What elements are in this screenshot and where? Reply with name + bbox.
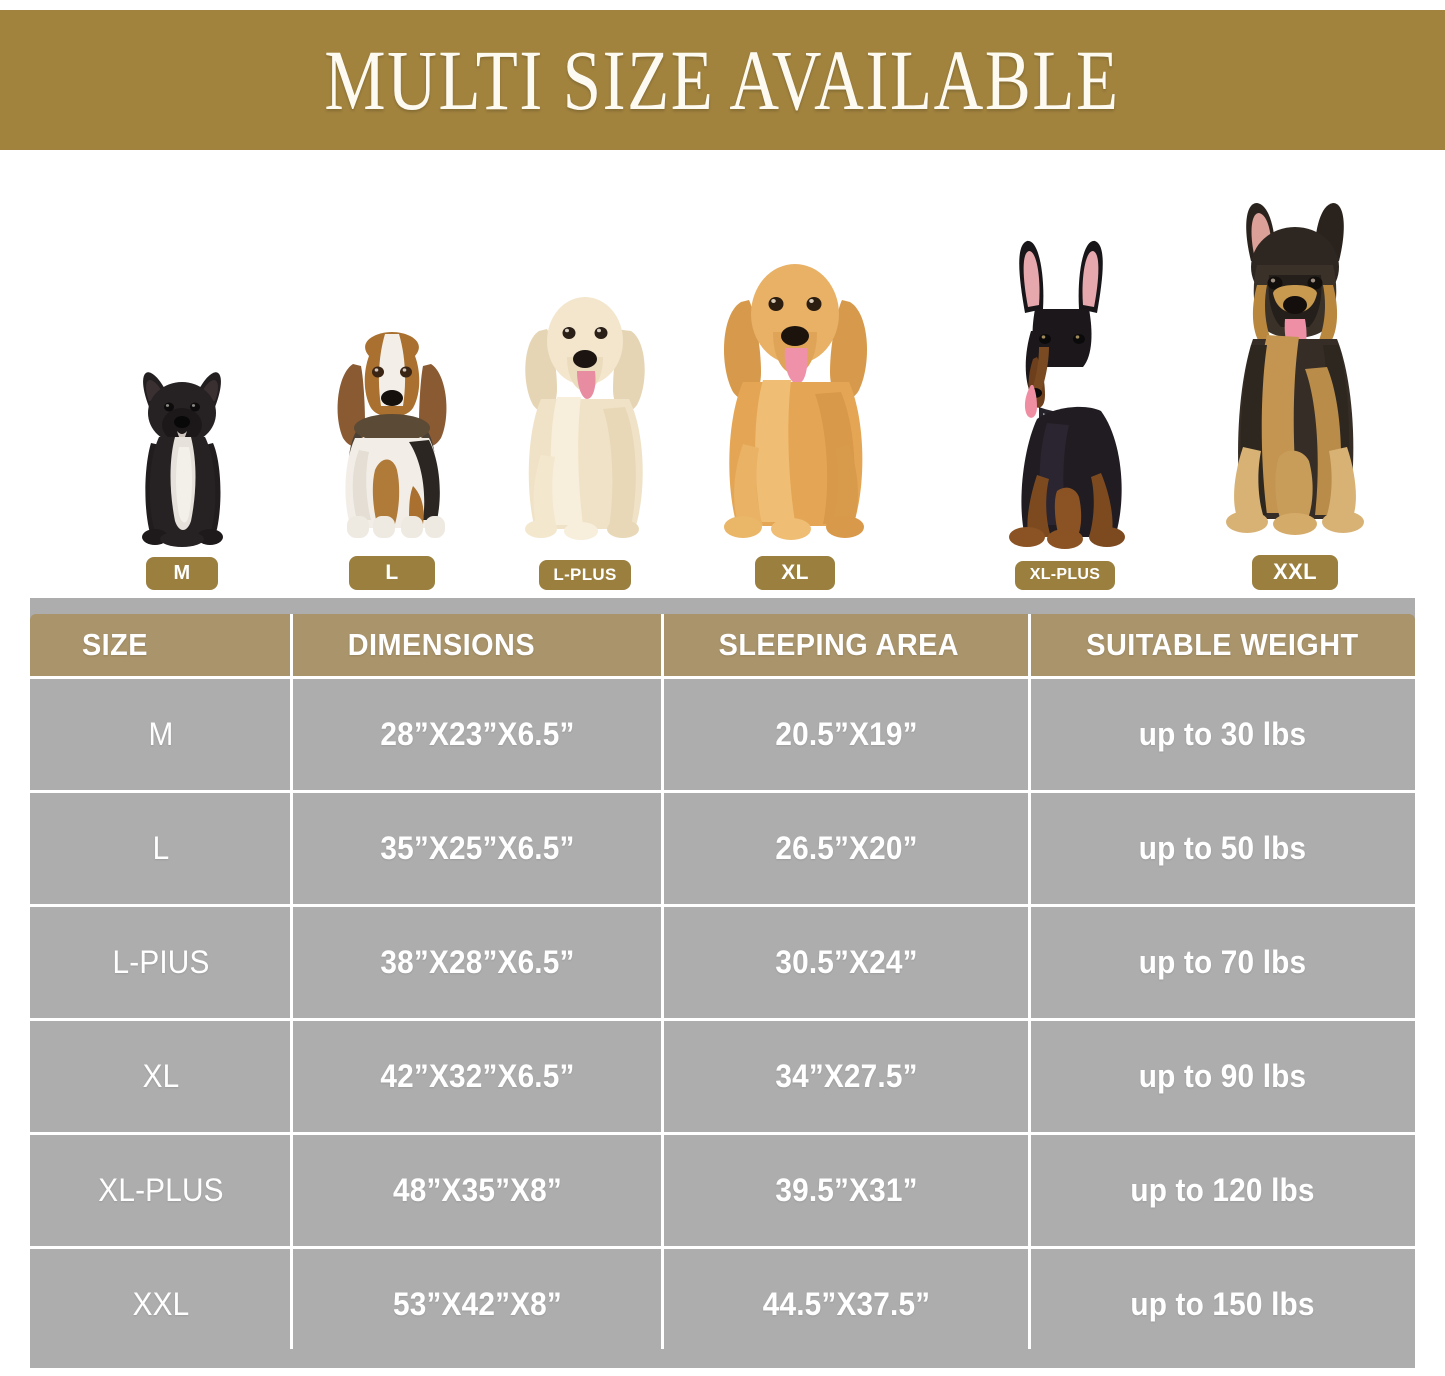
cell-divider-3 [1028,793,1031,904]
cell-divider-1 [290,793,293,904]
cell-divider-2 [661,1249,664,1349]
cell-size: XL [142,1058,180,1094]
cell-sleeping-area: 44.5”X37.5” [762,1286,931,1322]
header-divider-2 [661,614,664,676]
size-badge-xl: XL [755,556,835,590]
cell-size: L [152,830,170,866]
cell-divider-2 [661,679,664,790]
cell-divider-1 [290,679,293,790]
cell-dimensions: 48”X35”X8” [393,1172,562,1208]
cell-sleeping-area: 34”X27.5” [775,1058,918,1094]
french-bulldog-icon [142,372,223,547]
column-header-size: SIZE [81,627,148,662]
cell-suitable-weight: up to 120 lbs [1130,1172,1315,1208]
dog-slot-l: L [292,320,492,590]
cell-divider-2 [661,1021,664,1132]
golden-retriever-icon [723,264,867,540]
size-badge-l-plus: L-PLUS [539,560,631,590]
size-badge-l: L [349,556,435,590]
cell-divider-3 [1028,679,1031,790]
cell-size: M [148,716,174,752]
dog-slot-xl-plus: XL-PLUS [960,235,1170,590]
cell-dimensions: 38”X28”X6.5” [380,944,575,980]
table-row[interactable]: XXL 53”X42”X8” 44.5”X37.5” up to 150 lbs [30,1249,1415,1360]
table-row[interactable]: M 28”X23”X6.5” 20.5”X19” up to 30 lbs [30,679,1415,790]
table-header-row: SIZE DIMENSIONS SLEEPING AREA SUITABLE W… [30,614,1415,676]
cell-sleeping-area: 39.5”X31” [775,1172,918,1208]
table-row[interactable]: L 35”X25”X6.5” 26.5”X20” up to 50 lbs [30,793,1415,904]
dog-slot-xl: XL [690,248,900,590]
page-header-banner: MULTI SIZE AVAILABLE [0,10,1445,150]
cell-dimensions: 53”X42”X8” [393,1286,562,1322]
cell-size: XXL [132,1286,190,1322]
row-separator [30,1018,1415,1021]
cell-suitable-weight: up to 50 lbs [1138,830,1307,866]
header-divider-3 [1028,614,1031,676]
cell-divider-3 [1028,1135,1031,1246]
cell-divider-1 [290,1021,293,1132]
row-separator-top [30,676,1415,679]
dog-slot-m: M [92,351,272,590]
cell-divider-1 [290,1249,293,1349]
cell-dimensions: 42”X32”X6.5” [380,1058,575,1094]
cell-divider-2 [661,1135,664,1246]
cell-divider-3 [1028,907,1031,1018]
column-header-dimensions: DIMENSIONS [347,627,536,662]
cell-divider-1 [290,1135,293,1246]
cell-divider-3 [1028,1021,1031,1132]
cell-suitable-weight: up to 90 lbs [1138,1058,1307,1094]
cell-sleeping-area: 26.5”X20” [775,830,918,866]
dog-slot-l-plus: L-PLUS [485,279,685,590]
cell-divider-2 [661,793,664,904]
cell-size: XL-PLUS [98,1172,224,1208]
row-separator [30,1132,1415,1135]
column-header-suitable-weight: SUITABLE WEIGHT [1086,627,1359,662]
row-separator [30,790,1415,793]
row-separator [30,904,1415,907]
beagle-icon [337,332,447,538]
cell-dimensions: 28”X23”X6.5” [380,716,575,752]
size-chart-table: SIZE DIMENSIONS SLEEPING AREA SUITABLE W… [30,598,1415,1368]
size-badge-m: M [146,557,218,590]
cell-size: L-PIUS [112,944,210,980]
cell-dimensions: 35”X25”X6.5” [380,830,575,866]
dog-size-comparison: M [30,160,1415,590]
column-header-sleeping-area: SLEEPING AREA [718,627,960,662]
page-title: MULTI SIZE AVAILABLE [324,32,1121,128]
dog-slot-xxl: XXL [1185,189,1405,590]
german-shepherd-icon [1226,203,1364,535]
cell-divider-3 [1028,1249,1031,1349]
header-divider-1 [290,614,293,676]
table-row[interactable]: XL 42”X32”X6.5” 34”X27.5” up to 90 lbs [30,1021,1415,1132]
cell-suitable-weight: up to 150 lbs [1130,1286,1315,1322]
cell-sleeping-area: 30.5”X24” [775,944,918,980]
doberman-icon [1009,240,1125,549]
cell-sleeping-area: 20.5”X19” [775,716,918,752]
cell-suitable-weight: up to 70 lbs [1138,944,1307,980]
size-badge-xxl: XXL [1252,555,1338,590]
row-separator [30,1246,1415,1249]
size-badge-xl-plus: XL-PLUS [1015,561,1115,590]
golden-retriever-cream-icon [525,297,645,540]
table-row[interactable]: XL-PLUS 48”X35”X8” 39.5”X31” up to 120 l… [30,1135,1415,1246]
cell-divider-2 [661,907,664,1018]
table-row[interactable]: L-PIUS 38”X28”X6.5” 30.5”X24” up to 70 l… [30,907,1415,1018]
cell-divider-1 [290,907,293,1018]
cell-suitable-weight: up to 30 lbs [1138,716,1307,752]
